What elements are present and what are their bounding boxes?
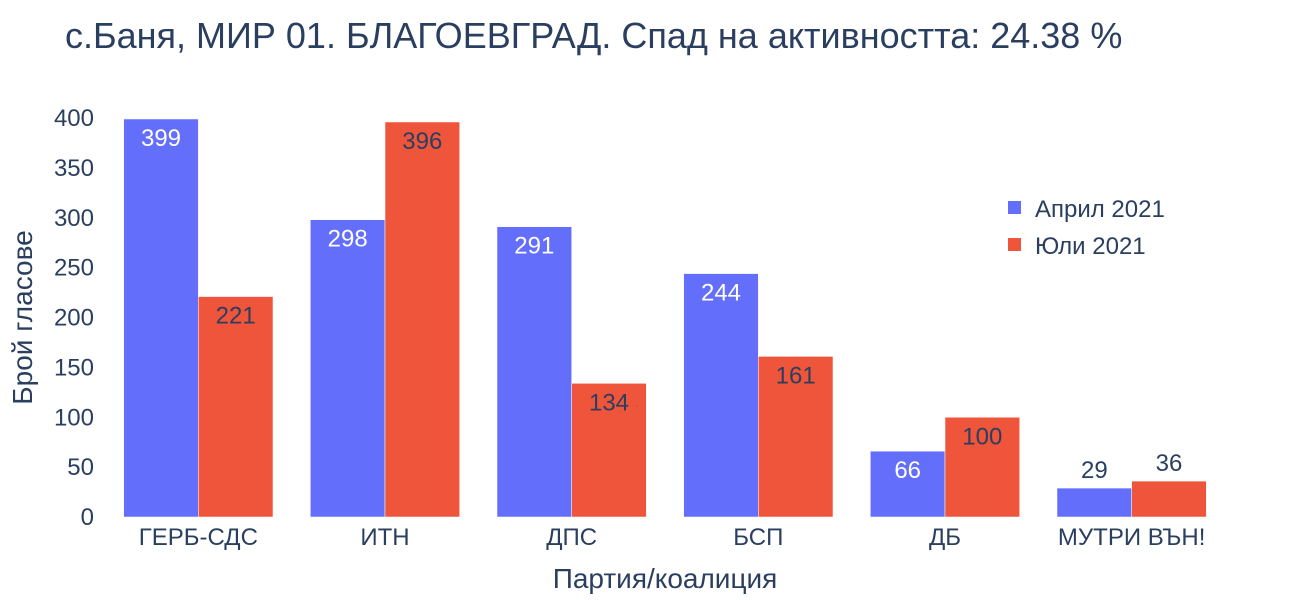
x-axis-ticks: ГЕРБ-СДС ИТН ДПС БСП ДБ МУТРИ ВЪН! [139, 524, 1206, 551]
bar-value-label: 291 [514, 233, 554, 260]
bar[interactable] [758, 356, 834, 518]
y-axis-ticks: 0 50 100 150 200 250 300 350 400 [54, 105, 94, 531]
legend-label[interactable]: Април 2021 [1035, 196, 1165, 223]
legend-swatch [1008, 201, 1021, 214]
bar[interactable] [384, 121, 460, 518]
bar-value-label: 100 [962, 423, 1002, 450]
bar-value-label: 399 [141, 125, 181, 152]
bar-value-label: 66 [894, 457, 921, 484]
bar[interactable] [1131, 480, 1207, 518]
legend[interactable]: Април 2021 Юли 2021 [1008, 196, 1165, 260]
bar-value-label: 161 [776, 362, 816, 389]
bar[interactable] [496, 226, 572, 518]
y-tick-label: 200 [54, 305, 94, 332]
x-tick-label: ДПС [546, 524, 597, 551]
legend-label[interactable]: Юли 2021 [1035, 233, 1146, 260]
bar-value-labels: 399 221 298 396 291 134 244 161 66 100 29 36 [141, 125, 1182, 484]
x-tick-label: ИТН [360, 524, 409, 551]
bar[interactable] [310, 219, 386, 518]
x-tick-label: МУТРИ ВЪН! [1058, 524, 1205, 551]
x-tick-label: ГЕРБ-СДС [139, 524, 258, 551]
y-tick-label: 300 [54, 205, 94, 232]
y-tick-label: 400 [54, 105, 94, 132]
y-tick-label: 0 [81, 504, 94, 531]
y-tick-label: 50 [67, 454, 94, 481]
bar[interactable] [683, 273, 759, 518]
x-axis-title: Партия/коалиция [553, 563, 778, 594]
bar[interactable] [123, 118, 199, 518]
bar-value-label: 36 [1156, 450, 1183, 477]
y-tick-label: 250 [54, 255, 94, 282]
y-tick-label: 150 [54, 354, 94, 381]
bar[interactable] [1056, 487, 1132, 518]
bar-value-label: 134 [589, 389, 629, 416]
x-tick-label: БСП [733, 524, 783, 551]
bar-value-label: 221 [216, 303, 256, 330]
x-tick-label: ДБ [929, 524, 961, 551]
bar[interactable] [198, 296, 274, 518]
chart-title: с.Баня, МИР 01. БЛАГОЕВГРАД. Спад на акт… [65, 15, 1123, 56]
bar-value-label: 396 [402, 128, 442, 155]
bar-value-label: 298 [328, 226, 368, 253]
legend-swatch [1008, 238, 1021, 251]
y-tick-label: 100 [54, 404, 94, 431]
bar[interactable] [870, 450, 946, 518]
bars [123, 118, 1207, 518]
bar[interactable] [571, 383, 647, 518]
bar-value-label: 29 [1081, 457, 1108, 484]
y-axis-title: Брой гласове [7, 230, 38, 404]
y-tick-label: 350 [54, 155, 94, 182]
bar[interactable] [944, 417, 1020, 518]
bar-value-label: 244 [701, 280, 741, 307]
